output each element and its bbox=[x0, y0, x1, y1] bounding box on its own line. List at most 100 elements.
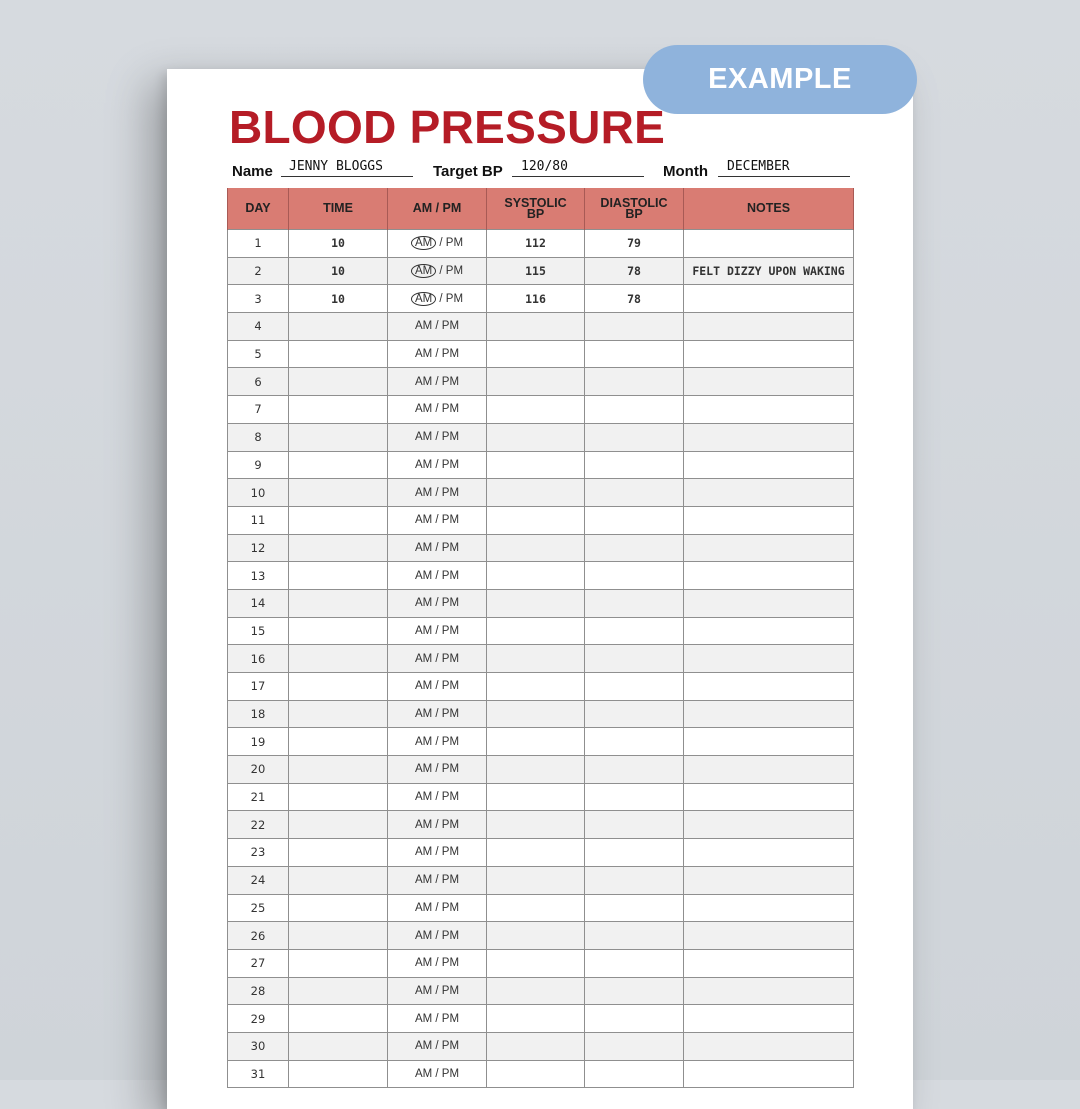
time-cell[interactable] bbox=[288, 810, 388, 840]
time-cell[interactable] bbox=[288, 948, 388, 978]
time-cell[interactable] bbox=[288, 588, 388, 618]
ampm-cell[interactable]: AM / PM bbox=[387, 755, 487, 784]
ampm-cell[interactable]: AM / PM bbox=[387, 478, 487, 507]
ampm-cell[interactable]: AM / PM bbox=[387, 810, 487, 840]
diastolic-cell[interactable] bbox=[584, 699, 684, 729]
notes-cell[interactable] bbox=[683, 588, 854, 618]
diastolic-cell[interactable]: 78 bbox=[584, 256, 684, 286]
time-cell[interactable] bbox=[288, 976, 388, 1006]
time-cell[interactable] bbox=[288, 367, 388, 397]
systolic-cell[interactable] bbox=[486, 782, 585, 812]
notes-cell[interactable] bbox=[683, 838, 854, 867]
diastolic-cell[interactable] bbox=[584, 367, 684, 397]
ampm-cell[interactable]: AM / PM bbox=[387, 672, 487, 701]
time-cell[interactable] bbox=[288, 533, 388, 563]
ampm-cell[interactable]: AM / PM bbox=[387, 644, 487, 673]
diastolic-cell[interactable] bbox=[584, 727, 684, 757]
systolic-cell[interactable]: 112 bbox=[486, 229, 585, 258]
notes-cell[interactable] bbox=[683, 644, 854, 673]
time-cell[interactable]: 10 bbox=[288, 229, 388, 258]
systolic-cell[interactable] bbox=[486, 616, 585, 646]
diastolic-cell[interactable] bbox=[584, 865, 684, 895]
diastolic-cell[interactable] bbox=[584, 450, 684, 480]
diastolic-cell[interactable] bbox=[584, 644, 684, 673]
ampm-cell[interactable]: AM / PM bbox=[387, 367, 487, 397]
systolic-cell[interactable] bbox=[486, 1031, 585, 1061]
diastolic-cell[interactable] bbox=[584, 616, 684, 646]
ampm-cell[interactable]: AM / PM bbox=[387, 505, 487, 535]
systolic-cell[interactable] bbox=[486, 505, 585, 535]
ampm-cell[interactable]: AM / PM bbox=[387, 450, 487, 480]
ampm-cell[interactable]: AM / PM bbox=[387, 395, 487, 424]
diastolic-cell[interactable] bbox=[584, 672, 684, 701]
month-value[interactable]: DECEMBER bbox=[727, 159, 790, 174]
systolic-cell[interactable] bbox=[486, 1059, 585, 1089]
ampm-cell[interactable]: AM / PM bbox=[387, 838, 487, 867]
notes-cell[interactable] bbox=[683, 229, 854, 258]
time-cell[interactable] bbox=[288, 921, 388, 950]
ampm-cell[interactable]: AM / PM bbox=[387, 921, 487, 950]
systolic-cell[interactable] bbox=[486, 948, 585, 978]
diastolic-cell[interactable] bbox=[584, 422, 684, 452]
notes-cell[interactable] bbox=[683, 422, 854, 452]
ampm-cell[interactable]: AM / PM bbox=[387, 588, 487, 618]
time-cell[interactable] bbox=[288, 1031, 388, 1061]
systolic-cell[interactable] bbox=[486, 976, 585, 1006]
diastolic-cell[interactable] bbox=[584, 838, 684, 867]
time-cell[interactable] bbox=[288, 505, 388, 535]
diastolic-cell[interactable] bbox=[584, 395, 684, 424]
systolic-cell[interactable] bbox=[486, 561, 585, 590]
systolic-cell[interactable] bbox=[486, 893, 585, 923]
systolic-cell[interactable] bbox=[486, 395, 585, 424]
diastolic-cell[interactable] bbox=[584, 921, 684, 950]
notes-cell[interactable] bbox=[683, 727, 854, 757]
systolic-cell[interactable] bbox=[486, 312, 585, 341]
time-cell[interactable] bbox=[288, 312, 388, 341]
systolic-cell[interactable]: 115 bbox=[486, 256, 585, 286]
notes-cell[interactable] bbox=[683, 616, 854, 646]
systolic-cell[interactable] bbox=[486, 838, 585, 867]
diastolic-cell[interactable] bbox=[584, 312, 684, 341]
ampm-cell[interactable]: AM / PM bbox=[387, 893, 487, 923]
notes-cell[interactable] bbox=[683, 1031, 854, 1061]
time-cell[interactable] bbox=[288, 1059, 388, 1089]
time-cell[interactable] bbox=[288, 644, 388, 673]
notes-cell[interactable] bbox=[683, 1059, 854, 1089]
diastolic-cell[interactable] bbox=[584, 505, 684, 535]
time-cell[interactable] bbox=[288, 561, 388, 590]
diastolic-cell[interactable] bbox=[584, 478, 684, 507]
notes-cell[interactable] bbox=[683, 893, 854, 923]
time-cell[interactable] bbox=[288, 755, 388, 784]
time-cell[interactable] bbox=[288, 699, 388, 729]
time-cell[interactable] bbox=[288, 395, 388, 424]
systolic-cell[interactable] bbox=[486, 339, 585, 369]
ampm-cell[interactable]: AM / PM bbox=[387, 229, 487, 258]
notes-cell[interactable] bbox=[683, 921, 854, 950]
ampm-cell[interactable]: AM / PM bbox=[387, 1004, 487, 1033]
notes-cell[interactable] bbox=[683, 478, 854, 507]
diastolic-cell[interactable] bbox=[584, 561, 684, 590]
systolic-cell[interactable]: 116 bbox=[486, 284, 585, 314]
systolic-cell[interactable] bbox=[486, 921, 585, 950]
time-cell[interactable] bbox=[288, 782, 388, 812]
ampm-cell[interactable]: AM / PM bbox=[387, 727, 487, 757]
diastolic-cell[interactable] bbox=[584, 1004, 684, 1033]
notes-cell[interactable] bbox=[683, 865, 854, 895]
systolic-cell[interactable] bbox=[486, 727, 585, 757]
systolic-cell[interactable] bbox=[486, 422, 585, 452]
notes-cell[interactable]: FELT DIZZY UPON WAKING bbox=[683, 256, 854, 286]
notes-cell[interactable] bbox=[683, 395, 854, 424]
ampm-cell[interactable]: AM / PM bbox=[387, 422, 487, 452]
systolic-cell[interactable] bbox=[486, 533, 585, 563]
diastolic-cell[interactable] bbox=[584, 339, 684, 369]
ampm-cell[interactable]: AM / PM bbox=[387, 561, 487, 590]
time-cell[interactable] bbox=[288, 838, 388, 867]
ampm-cell[interactable]: AM / PM bbox=[387, 1059, 487, 1089]
time-cell[interactable] bbox=[288, 865, 388, 895]
time-cell[interactable] bbox=[288, 478, 388, 507]
time-cell[interactable] bbox=[288, 893, 388, 923]
notes-cell[interactable] bbox=[683, 561, 854, 590]
systolic-cell[interactable] bbox=[486, 755, 585, 784]
time-cell[interactable] bbox=[288, 672, 388, 701]
time-cell[interactable] bbox=[288, 450, 388, 480]
